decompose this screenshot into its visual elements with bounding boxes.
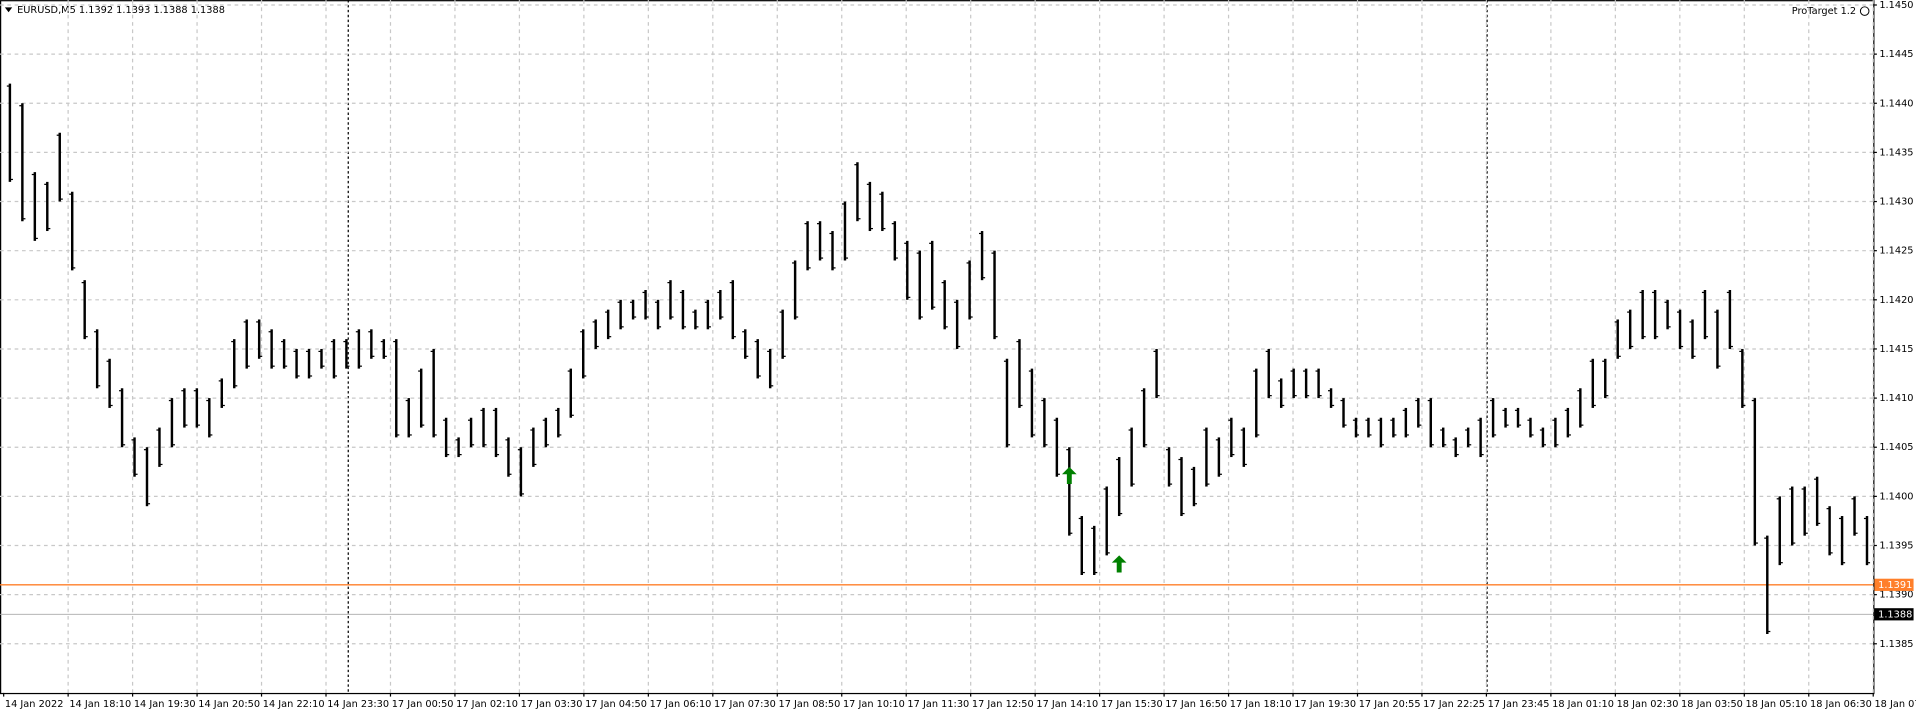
x-tick-label: 18 Jan 03:50: [1681, 699, 1743, 710]
x-tick-label: 14 Jan 18:10: [69, 699, 131, 710]
x-tick-label: 17 Jan 14:10: [1036, 699, 1098, 710]
plot-frame: [0, 0, 1875, 695]
menu-triangle[interactable]: [4, 7, 13, 13]
y-tick-label: 1.1430: [1879, 197, 1913, 208]
x-tick-label: 17 Jan 07:30: [714, 699, 776, 710]
x-tick-label: 17 Jan 15:30: [1101, 699, 1163, 710]
y-tick-label: 1.1400: [1879, 491, 1913, 502]
indicator-label: ProTarget 1.2: [1792, 6, 1856, 17]
x-tick-label: 18 Jan 07:50: [1874, 699, 1916, 710]
last-line-box: [1874, 608, 1914, 621]
y-tick-label: 1.1440: [1879, 98, 1913, 109]
chart-title: EURUSD,M5 1.1392 1.1393 1.1388 1.1388: [17, 5, 225, 16]
bid-line-box: [1874, 578, 1914, 591]
bid-line-label: 1.1391: [1878, 580, 1912, 591]
y-tick-label: 1.1425: [1879, 246, 1913, 257]
x-tick-label: 17 Jan 12:50: [972, 699, 1034, 710]
x-tick-label: 17 Jan 03:30: [521, 699, 583, 710]
y-tick-label: 1.1395: [1879, 541, 1913, 552]
x-tick-label: 17 Jan 08:50: [779, 699, 841, 710]
x-tick-label: 17 Jan 04:50: [585, 699, 647, 710]
x-tick-label: 17 Jan 11:30: [907, 699, 969, 710]
x-tick-label: 18 Jan 01:10: [1552, 699, 1614, 710]
x-tick-label: 18 Jan 05:10: [1746, 699, 1808, 710]
signal-arrow: [1111, 555, 1127, 573]
x-tick-label: 17 Jan 16:50: [1165, 699, 1227, 710]
x-tick-label: 14 Jan 22:10: [263, 699, 325, 710]
x-tick-label: 17 Jan 23:45: [1488, 699, 1550, 710]
x-tick-label: 17 Jan 02:10: [456, 699, 518, 710]
x-tick-label: 14 Jan 19:30: [134, 699, 196, 710]
x-tick-label: 17 Jan 20:55: [1359, 699, 1421, 710]
y-tick-label: 1.1445: [1879, 49, 1913, 60]
y-tick-label: 1.1420: [1879, 295, 1913, 306]
x-tick-label: 17 Jan 06:10: [650, 699, 712, 710]
x-tick-label: 17 Jan 19:30: [1294, 699, 1356, 710]
y-tick-label: 1.1405: [1879, 442, 1913, 453]
y-tick-label: 1.1410: [1879, 393, 1913, 404]
x-tick-label: 17 Jan 10:10: [843, 699, 905, 710]
x-tick-label: 18 Jan 02:30: [1617, 699, 1679, 710]
y-tick-label: 1.1415: [1879, 344, 1913, 355]
x-tick-label: 17 Jan 22:25: [1423, 699, 1485, 710]
x-tick-label: 14 Jan 23:30: [327, 699, 389, 710]
x-tick-label: 14 Jan 2022: [5, 699, 64, 710]
indicator-icon[interactable]: [1859, 6, 1870, 16]
y-tick-label: 1.1390: [1879, 590, 1913, 601]
x-tick-label: 14 Jan 20:50: [198, 699, 260, 710]
y-tick-label: 1.1385: [1879, 639, 1913, 650]
last-line-label: 1.1388: [1878, 609, 1912, 620]
x-tick-label: 17 Jan 00:50: [392, 699, 454, 710]
signal-arrow: [1061, 466, 1077, 484]
x-tick-label: 17 Jan 18:10: [1230, 699, 1292, 710]
y-tick-label: 1.1450: [1879, 0, 1913, 11]
x-tick-label: 18 Jan 06:30: [1810, 699, 1872, 710]
y-tick-label: 1.1435: [1879, 147, 1913, 158]
